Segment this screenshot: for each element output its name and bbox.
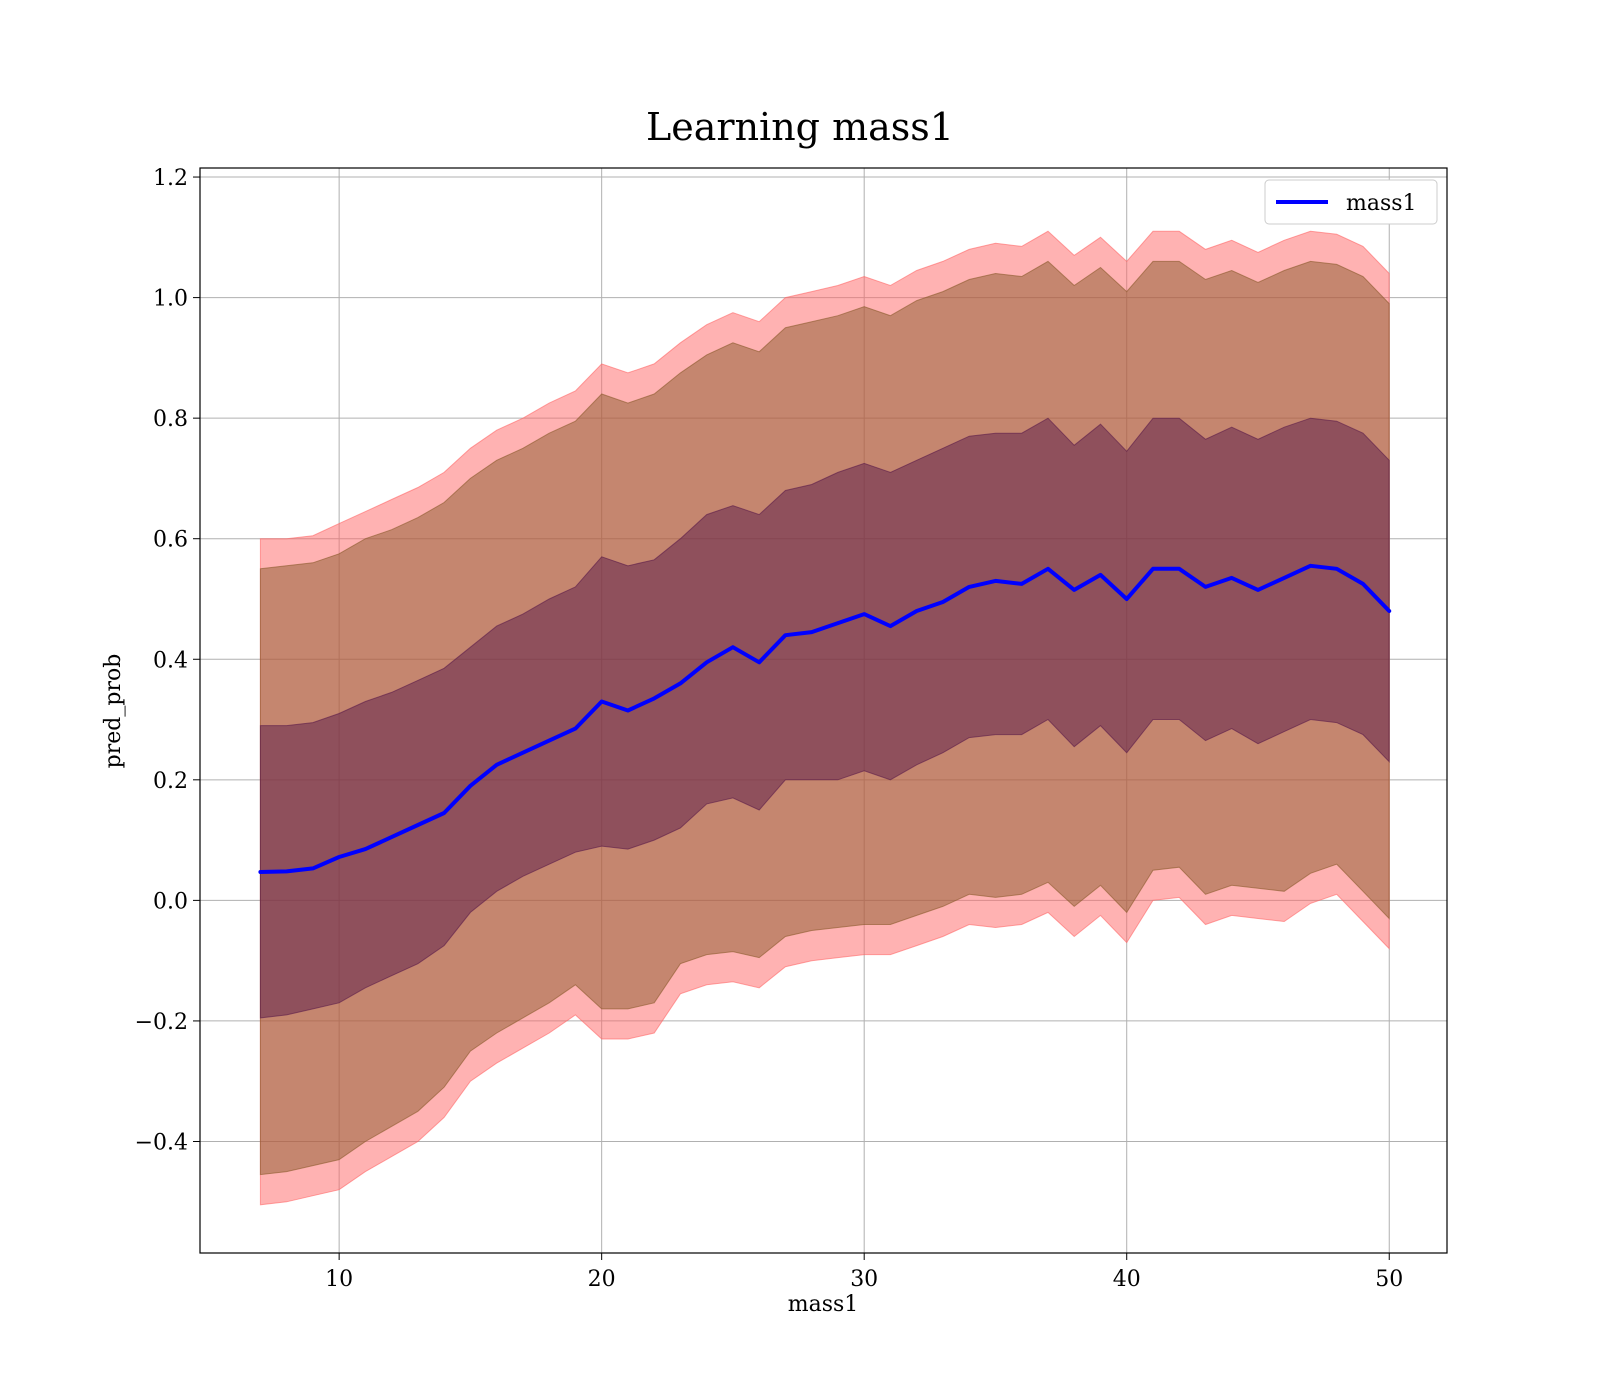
legend: mass1: [1264, 179, 1438, 225]
y-tick-label: −0.2: [135, 1010, 188, 1035]
y-tick-label: 1.2: [153, 166, 188, 191]
x-tick-label: 30: [850, 1267, 878, 1292]
y-tick-label: 1.0: [153, 287, 188, 312]
x-tick-label: 50: [1375, 1267, 1403, 1292]
legend-entry-label: mass1: [1346, 191, 1417, 216]
y-tick-label: −0.4: [135, 1130, 188, 1155]
x-axis-ticks: 10 20 30 40 50: [325, 1253, 1403, 1292]
y-axis-ticks: −0.4 −0.2 0.0 0.2 0.4 0.6 0.8 1.0 1.2: [135, 166, 200, 1155]
y-axis-label: pred_prob: [101, 654, 126, 769]
x-tick-label: 40: [1113, 1267, 1141, 1292]
x-tick-label: 10: [325, 1267, 353, 1292]
band-inner: [259, 417, 1390, 1019]
x-axis-label: mass1: [788, 1292, 859, 1317]
series-lines: [258, 563, 1392, 874]
y-tick-label: 0.8: [153, 407, 188, 432]
x-tick-label: 20: [588, 1267, 616, 1292]
series-line-mass1: [258, 563, 1392, 874]
y-tick-label: 0.0: [153, 889, 188, 914]
y-tick-label: 0.2: [153, 769, 188, 794]
legend-box: [1264, 179, 1438, 225]
plot-frame: [199, 167, 1448, 1254]
confidence-bands: [259, 230, 1390, 1206]
y-tick-label: 0.4: [153, 648, 188, 673]
chart-title: Learning mass1: [646, 105, 954, 149]
y-tick-label: 0.6: [153, 528, 188, 553]
